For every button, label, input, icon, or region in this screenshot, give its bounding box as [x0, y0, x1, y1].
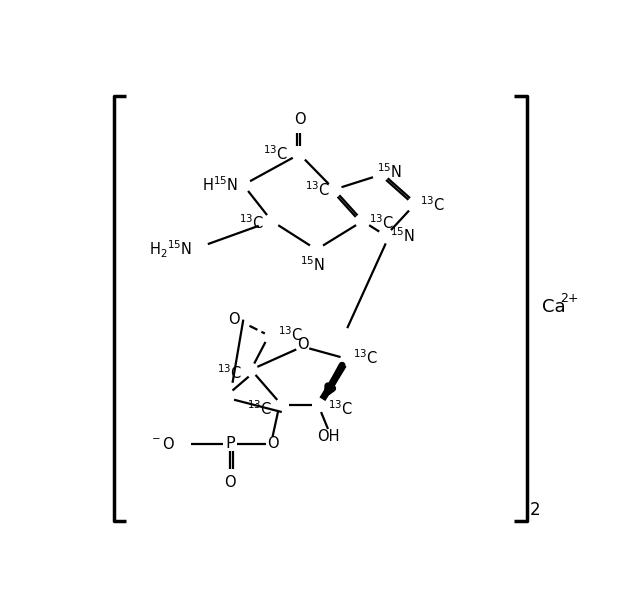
Text: $^{13}$C: $^{13}$C	[278, 325, 303, 344]
Text: $^{13}$C: $^{13}$C	[248, 399, 273, 417]
Text: $^{13}$C: $^{13}$C	[353, 348, 378, 367]
Text: $^{15}$N: $^{15}$N	[300, 255, 325, 274]
Text: $^{13}$C: $^{13}$C	[420, 196, 445, 214]
Text: $^{13}$C: $^{13}$C	[216, 364, 242, 382]
Text: H$_2$$^{15}$N: H$_2$$^{15}$N	[148, 238, 192, 260]
Text: O: O	[225, 475, 236, 490]
Text: H$^{15}$N: H$^{15}$N	[202, 176, 238, 194]
Text: P: P	[225, 436, 235, 451]
Text: $^-$O: $^-$O	[149, 435, 175, 452]
Text: O: O	[228, 312, 240, 327]
Text: $^{15}$N: $^{15}$N	[378, 162, 403, 181]
Text: $^{13}$C: $^{13}$C	[328, 399, 353, 417]
Text: O: O	[297, 337, 308, 352]
Text: O: O	[267, 436, 278, 451]
Text: $^{13}$C: $^{13}$C	[263, 145, 288, 164]
Text: $^{13}$C: $^{13}$C	[369, 213, 394, 232]
Text: Ca: Ca	[542, 298, 566, 315]
Text: $^{13}$C: $^{13}$C	[305, 180, 330, 199]
Text: $^{15}$N: $^{15}$N	[390, 226, 415, 245]
Text: O: O	[294, 112, 305, 127]
Text: OH: OH	[317, 429, 339, 444]
Text: $^{13}$C: $^{13}$C	[239, 213, 264, 232]
Text: 2+: 2+	[561, 292, 579, 306]
Text: 2: 2	[530, 501, 540, 519]
